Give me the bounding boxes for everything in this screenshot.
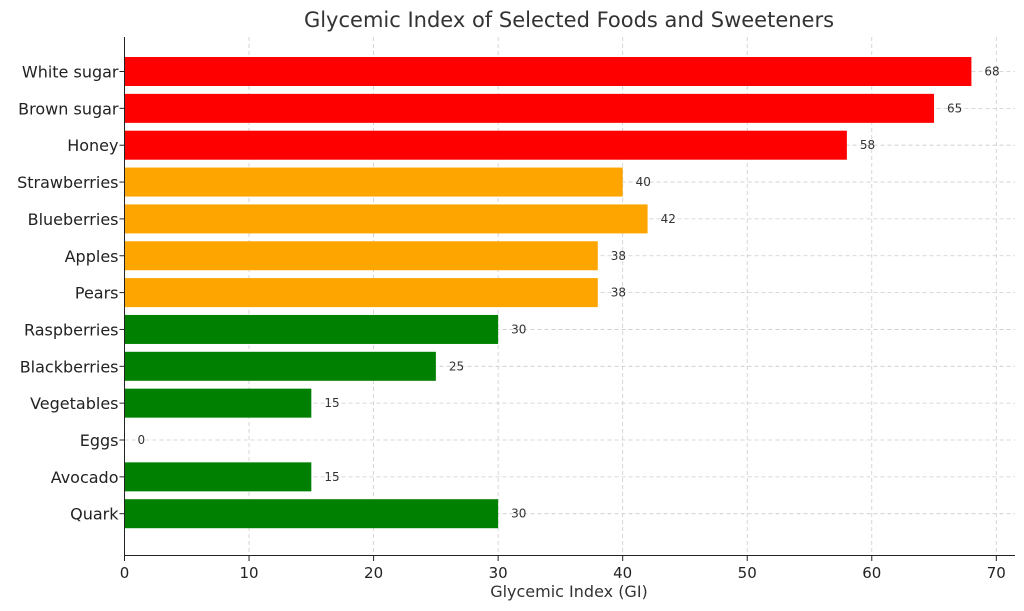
data-label: 38	[611, 286, 626, 300]
x-axis-label: Glycemic Index (GI)	[490, 582, 648, 601]
y-tick-label: Vegetables	[30, 394, 118, 413]
bar-3	[124, 167, 623, 197]
y-tick-label: Raspberries	[24, 320, 119, 339]
y-tick-label: Brown sugar	[18, 99, 119, 118]
x-tick-label: 0	[120, 564, 130, 582]
bar-5	[124, 241, 598, 271]
bar-12	[124, 499, 499, 529]
y-tick-label: Quark	[70, 505, 119, 524]
y-tick-label: Blueberries	[28, 210, 119, 229]
y-tick-label: Honey	[67, 136, 118, 155]
y-tick-label: White sugar	[22, 63, 119, 82]
bar-1	[124, 93, 935, 123]
bar-4	[124, 204, 648, 234]
bar-8	[124, 351, 436, 381]
data-label: 15	[324, 470, 339, 484]
y-axis-ticks: White sugar Brown sugar Honey Strawberries B…	[17, 63, 125, 524]
data-label: 58	[860, 138, 875, 152]
bar-0	[124, 57, 972, 86]
y-tick-label: Blackberries	[20, 357, 119, 376]
x-tick-label: 10	[239, 564, 258, 582]
data-label: 40	[636, 175, 651, 189]
data-label: 30	[511, 322, 526, 336]
bar-11	[124, 462, 312, 492]
data-label: 42	[661, 212, 676, 226]
bar-6	[124, 278, 598, 308]
x-tick-label: 60	[862, 564, 881, 582]
x-tick-label: 20	[364, 564, 383, 582]
x-tick-label: 50	[738, 564, 757, 582]
data-label: 0	[138, 433, 146, 447]
data-label: 25	[449, 359, 464, 373]
data-label: 30	[511, 507, 526, 521]
data-label: 68	[984, 65, 999, 79]
y-tick-label: Strawberries	[17, 173, 118, 192]
x-tick-label: 40	[613, 564, 632, 582]
data-label: 15	[324, 396, 339, 410]
bar-7	[124, 314, 499, 344]
bar-2	[124, 130, 847, 160]
y-tick-label: Avocado	[51, 468, 119, 487]
y-tick-label: Pears	[75, 284, 119, 303]
bar-9	[124, 388, 312, 418]
data-label: 65	[947, 101, 962, 115]
x-axis-ticks: 0 10 20 30 40 50 60 70	[120, 556, 1006, 582]
data-label: 38	[611, 249, 626, 263]
y-tick-label: Apples	[65, 247, 119, 266]
y-tick-label: Eggs	[80, 431, 119, 450]
chart-title: Glycemic Index of Selected Foods and Swe…	[304, 8, 834, 32]
bars	[124, 57, 972, 529]
data-labels: 68 65 58 40 42 38 38 30 25 15 0 15 30	[138, 65, 1000, 521]
x-tick-label: 30	[489, 564, 508, 582]
x-tick-label: 70	[987, 564, 1006, 582]
